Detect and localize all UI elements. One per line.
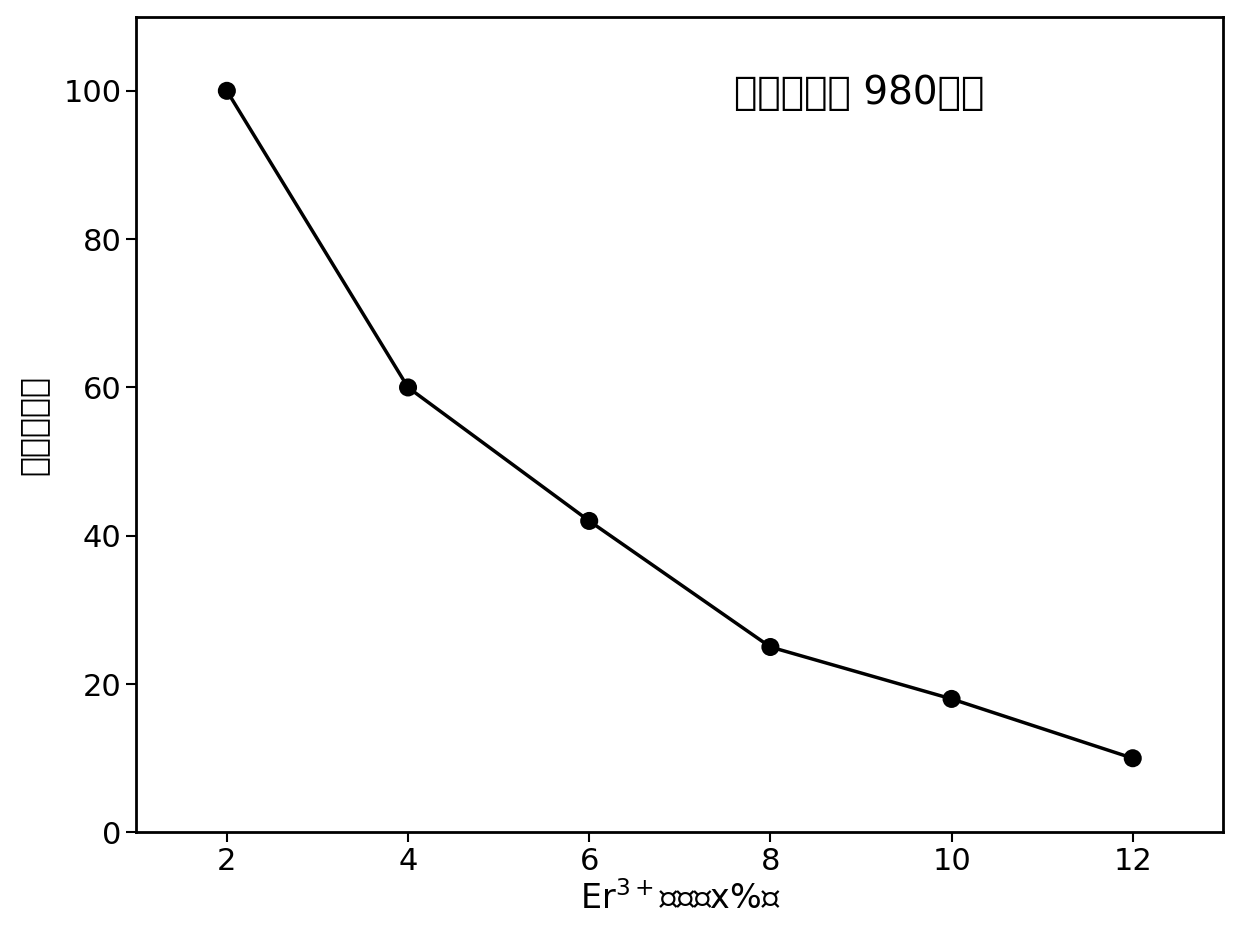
Point xyxy=(941,691,961,706)
Point xyxy=(760,639,780,654)
Point xyxy=(1123,751,1143,766)
Point xyxy=(579,513,599,528)
Y-axis label: 总发光强度: 总发光强度 xyxy=(16,374,50,475)
Point xyxy=(398,380,418,395)
Text: 激发波长： 980纳米: 激发波长： 980纳米 xyxy=(734,74,985,112)
Point xyxy=(217,83,237,98)
X-axis label: $\rm Er^{3+}$浓度（x%）: $\rm Er^{3+}$浓度（x%） xyxy=(579,882,780,916)
